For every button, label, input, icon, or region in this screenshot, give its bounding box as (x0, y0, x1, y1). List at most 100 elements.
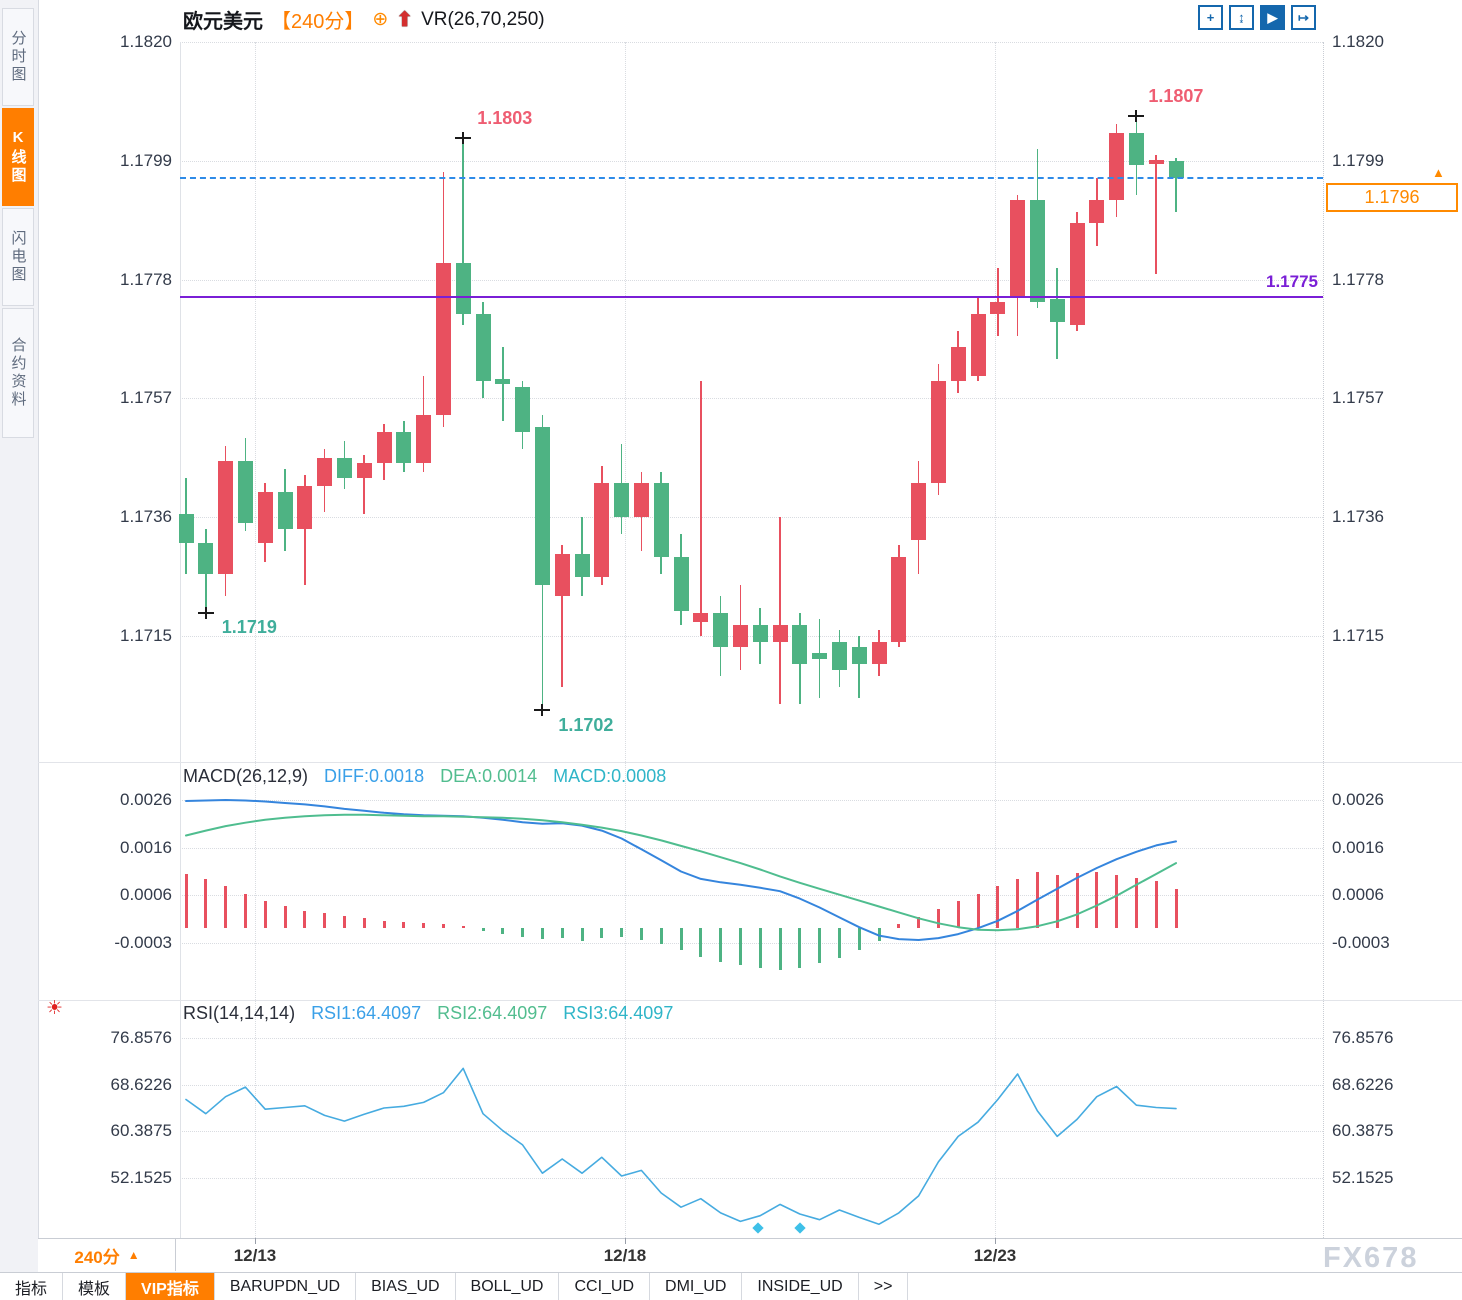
x-axis-strip (38, 1238, 1462, 1272)
candle-wick (502, 347, 504, 422)
candle (178, 514, 194, 543)
macd-axis-label: 0.0026 (120, 790, 172, 809)
tab-barupdn-ud[interactable]: BARUPDN_UD (215, 1273, 357, 1300)
period-dropdown-icon: ▲ (127, 1248, 140, 1262)
candle (237, 460, 253, 523)
sidebar-tab-contract-info[interactable]: 合约资料 (2, 308, 34, 438)
candle (812, 652, 828, 659)
candle (396, 432, 412, 464)
tab-template[interactable]: 模板 (63, 1273, 127, 1300)
tab-bias-ud[interactable]: BIAS_UD (356, 1273, 456, 1300)
candle (831, 641, 847, 670)
candle (792, 624, 808, 665)
candle (1089, 200, 1105, 224)
axis-scale-icon[interactable]: ↨ (1229, 5, 1254, 30)
timeframe-label[interactable]: 【240分】 (271, 11, 365, 33)
trend-up-icon: ⬆ (396, 9, 414, 31)
tab-boll-ud[interactable]: BOLL_UD (456, 1273, 560, 1300)
rsi-name[interactable]: RSI(14,14,14) (183, 1003, 296, 1023)
candle (475, 313, 491, 382)
tab-vip-indicator[interactable]: VIP指标 (126, 1273, 215, 1300)
macd-axis-label: 0.0006 (1332, 885, 1384, 904)
candle (693, 613, 709, 622)
candle (772, 624, 788, 642)
candle (257, 491, 273, 543)
sidebar-tab-flash[interactable]: 闪电图 (2, 208, 34, 306)
price-axis-label: 1.1799 (120, 151, 172, 170)
add-indicator-icon[interactable]: ⊕ (372, 9, 389, 30)
rsi-axis-label: 68.6226 (1332, 1075, 1394, 1094)
chart-toolbar: + ↨ ▶ ↦ (1198, 5, 1316, 30)
macd-axis-label: 0.0006 (120, 885, 172, 904)
rsi2-value: RSI2:64.4097 (437, 1003, 548, 1023)
rsi-axis-label: 68.6226 (110, 1075, 172, 1094)
candle-wick (700, 381, 702, 636)
candle-wick (1175, 157, 1177, 212)
price-axis-label: 1.1799 (1332, 151, 1384, 170)
vr-indicator-label[interactable]: VR(26,70,250) (421, 8, 545, 30)
candle (950, 347, 966, 382)
sidebar-tab-timeline[interactable]: 分时图 (2, 8, 34, 106)
rsi-axis-label: 52.1525 (1332, 1168, 1394, 1187)
price-axis-label: 1.1778 (1332, 270, 1384, 289)
tab-dmi-ud[interactable]: DMI_UD (650, 1273, 743, 1300)
candle (633, 483, 649, 518)
macd-axis-label: 0.0026 (1332, 790, 1384, 809)
candle (1109, 132, 1125, 201)
candle (554, 553, 570, 597)
sidebar-tab-kline[interactable]: K线图 (2, 108, 34, 206)
rsi3-value: RSI3:64.4097 (563, 1003, 674, 1023)
rsi-axis-label: 76.8576 (1332, 1028, 1394, 1047)
price-axis-label: 1.1778 (120, 270, 172, 289)
candle (851, 647, 867, 665)
period-selector[interactable]: 240分 ▲ (39, 1239, 176, 1271)
candle (1148, 159, 1164, 164)
x-axis-date: 12/13 (233, 1246, 277, 1265)
candle (356, 463, 372, 478)
candle (871, 641, 887, 665)
candle (198, 542, 214, 574)
candle (891, 556, 907, 642)
tab-indicator[interactable]: 指标 (0, 1273, 64, 1300)
candle (515, 387, 531, 433)
price-axis-label: 1.1757 (1332, 388, 1384, 407)
candle (614, 483, 630, 518)
rsi1-value: RSI1:64.4097 (311, 1003, 422, 1023)
tab-cci-ud[interactable]: CCI_UD (559, 1273, 651, 1300)
candle (534, 426, 550, 586)
macd-axis-label: -0.0003 (1332, 933, 1390, 952)
indicator-settings-icon[interactable]: ☀ (46, 998, 64, 1019)
price-axis-label: 1.1736 (120, 507, 172, 526)
candle (336, 457, 352, 478)
candle (317, 457, 333, 487)
candle-wick (462, 138, 464, 325)
watermark: FX678 (1323, 1242, 1419, 1274)
candle (376, 432, 392, 464)
support-level-line[interactable] (180, 295, 1323, 298)
auto-scroll-icon[interactable]: ▶ (1260, 5, 1285, 30)
candle (594, 483, 610, 577)
symbol-name: 欧元美元 (183, 11, 263, 33)
candle (732, 624, 748, 648)
candle (277, 491, 293, 529)
macd-name[interactable]: MACD(26,12,9) (183, 766, 309, 786)
rsi-axis-label: 60.3875 (110, 1121, 172, 1140)
candle (574, 553, 590, 577)
candle (297, 486, 313, 529)
candle (1010, 200, 1026, 297)
jump-latest-icon[interactable]: ↦ (1291, 5, 1316, 30)
candle (930, 381, 946, 484)
price-axis-label: 1.1715 (120, 626, 172, 645)
candle (970, 313, 986, 376)
x-axis-date: 12/18 (603, 1246, 647, 1265)
candle (495, 378, 511, 385)
crosshair-icon[interactable]: + (1198, 5, 1223, 30)
candle (911, 483, 927, 540)
tab-more[interactable]: >> (859, 1273, 909, 1300)
tab-inside-ud[interactable]: INSIDE_UD (742, 1273, 859, 1300)
candle (752, 624, 768, 642)
rsi-axis-label: 60.3875 (1332, 1121, 1394, 1140)
candle (1069, 223, 1085, 325)
